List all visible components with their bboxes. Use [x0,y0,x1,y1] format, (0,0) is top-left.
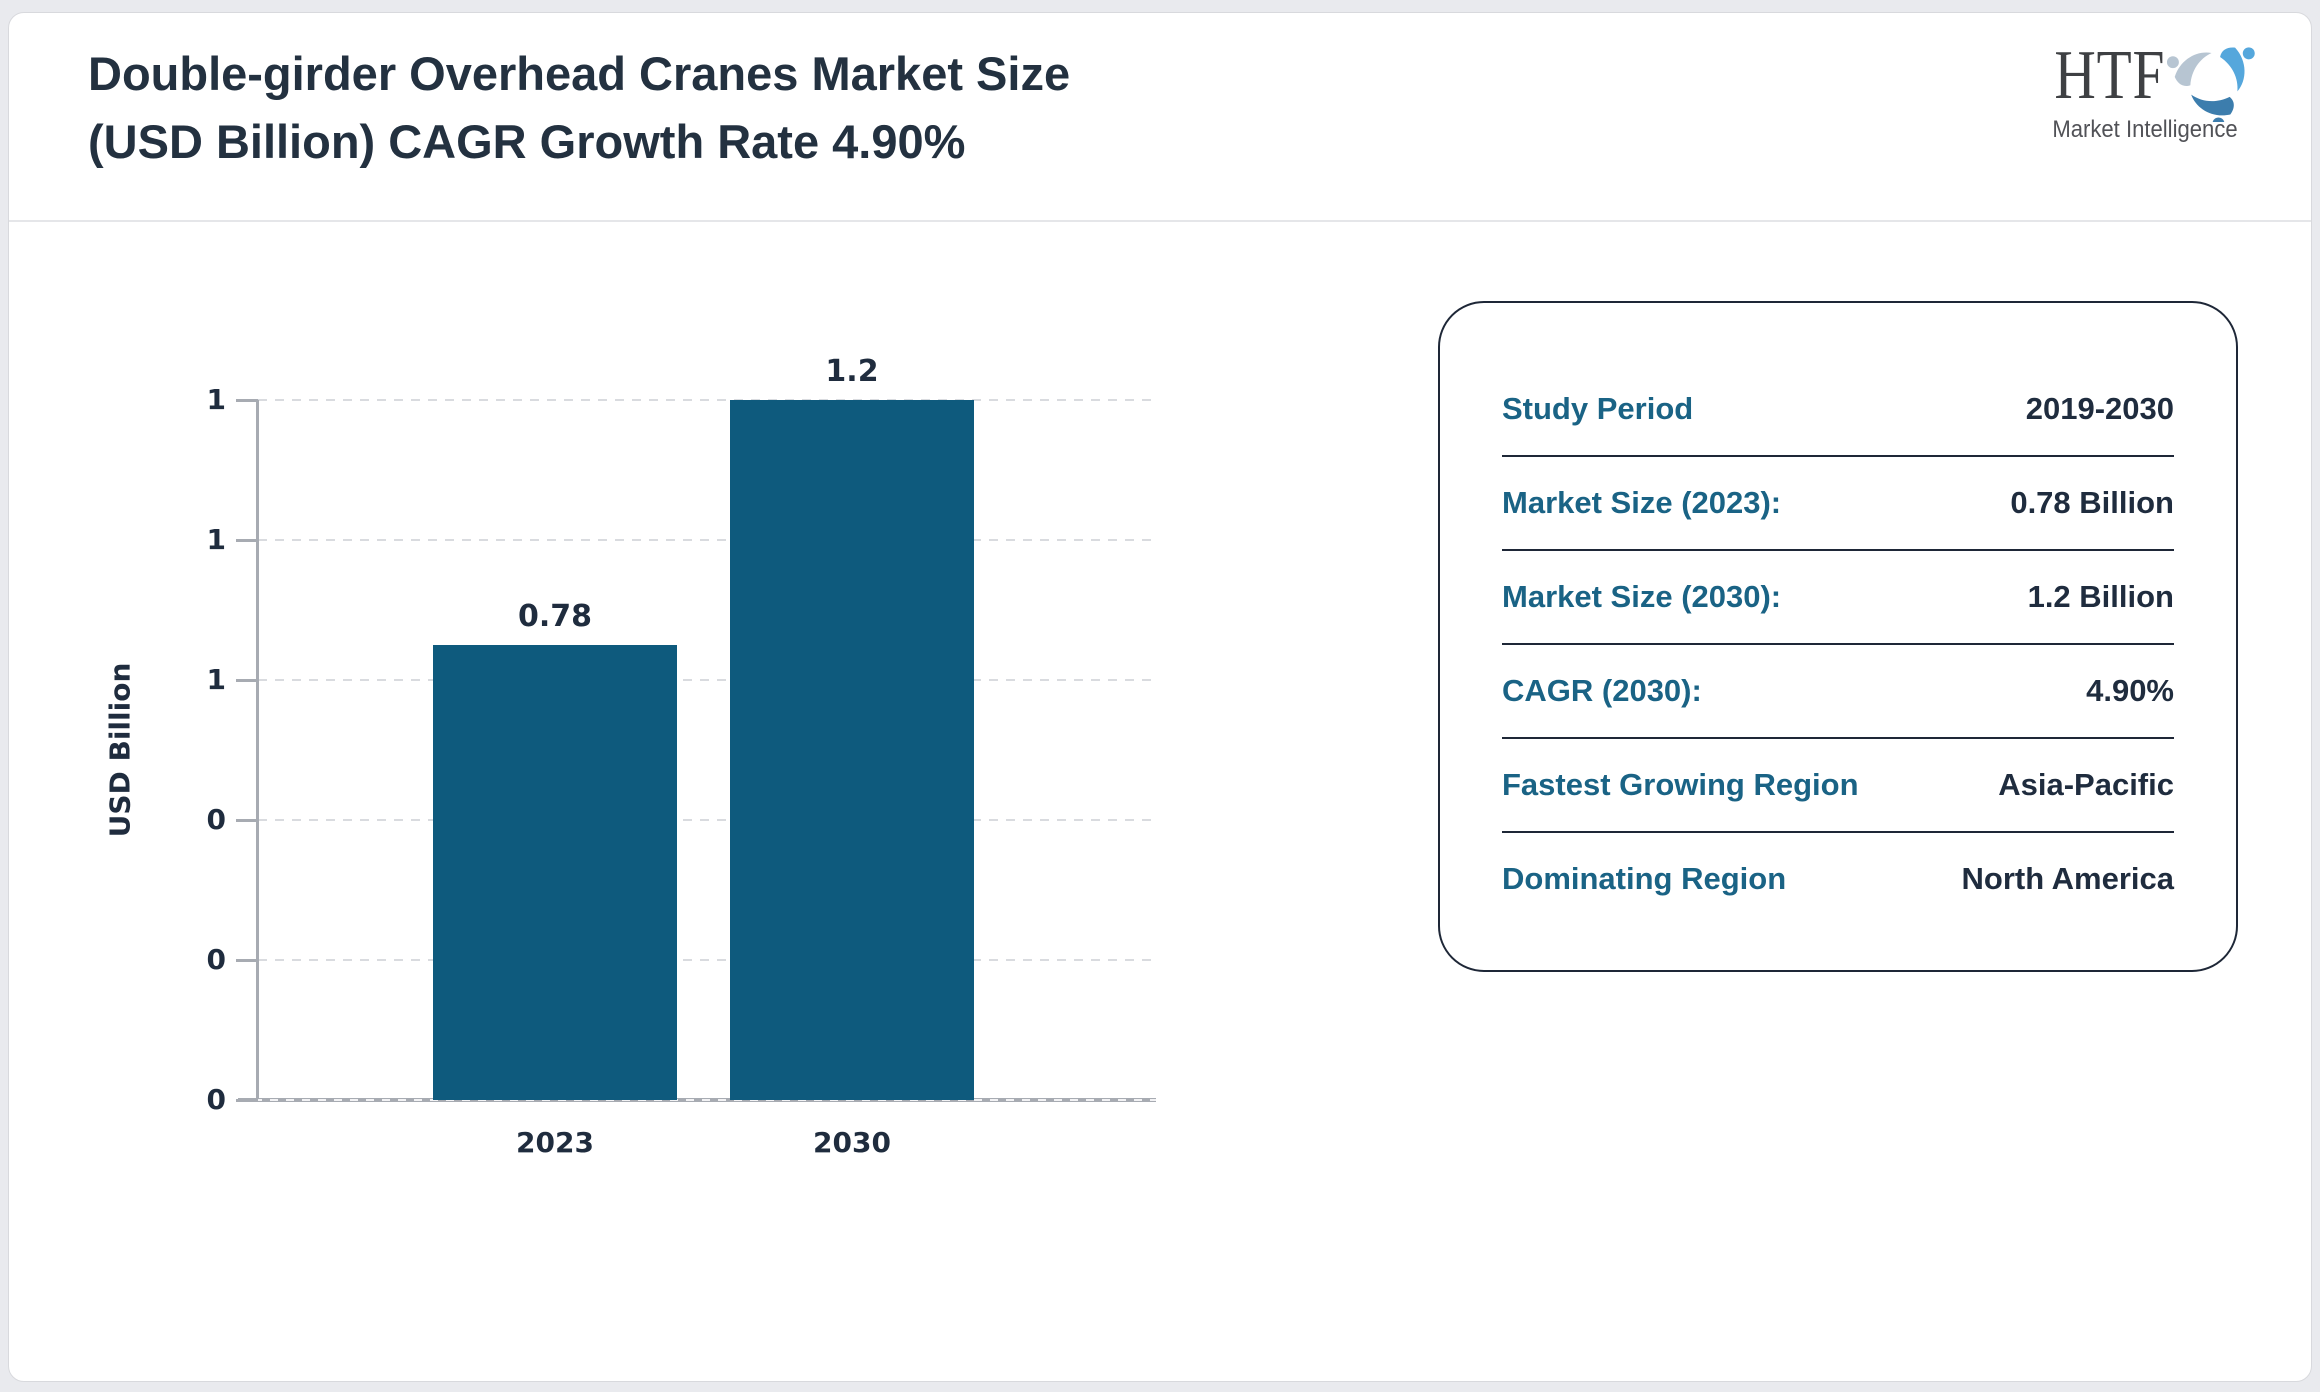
bar-2023: 0.78 [433,599,677,1100]
info-label: Fastest Growing Region [1502,767,1859,802]
y-tick-label: 1 [206,523,226,556]
bar-value-label-2023: 0.78 [517,599,593,634]
y-tick-mark [236,679,258,682]
x-tick-label-2030: 2030 [813,1126,891,1159]
info-value: 2019-2030 [2025,391,2174,426]
info-row-study-period: Study Period 2019-2030 [1502,363,2174,457]
htf-brand-text: HTF [2054,37,2166,114]
htf-logo-top: HTF [2030,30,2260,122]
y-tick-label: 0 [206,943,226,976]
y-tick-label: 1 [206,663,226,696]
y-gridline [258,959,1155,961]
y-tick-mark [236,399,258,402]
htf-logo: HTF Market Inte [2030,30,2260,144]
y-tick-mark [236,819,258,822]
info-label: Dominating Region [1502,861,1787,896]
y-axis-line [256,400,259,1100]
y-tick-label: 1 [206,383,226,416]
page-title: Double-girder Overhead Cranes Market Siz… [88,40,1428,176]
info-label: Study Period [1502,391,1694,426]
header-divider [9,220,2311,222]
info-value: North America [1961,861,2174,896]
y-axis-title: USD Billion [103,662,137,838]
info-row-cagr: CAGR (2030): 4.90% [1502,645,2174,739]
info-value: Asia-Pacific [1998,767,2174,802]
y-tick-label: 0 [206,803,226,836]
y-tick-mark [236,539,258,542]
info-row-market-size-2023: Market Size (2023): 0.78 Billion [1502,457,2174,551]
y-gridline [258,679,1155,681]
y-gridline [258,399,1155,401]
info-value: 0.78 Billion [2010,485,2174,520]
info-value: 4.90% [2086,673,2174,708]
info-row-market-size-2030: Market Size (2030): 1.2 Billion [1502,551,2174,645]
x-tick-label-2023: 2023 [516,1126,594,1159]
page-title-line2: (USD Billion) CAGR Growth Rate 4.90% [88,115,966,168]
y-gridline [258,539,1155,541]
info-label: Market Size (2023): [1502,485,1782,520]
info-label: Market Size (2030): [1502,579,1782,614]
y-tick-mark [236,959,258,962]
page-title-line1: Double-girder Overhead Cranes Market Siz… [88,47,1071,100]
x-axis-line [238,1098,1156,1102]
info-value: 1.2 Billion [2027,579,2174,614]
htf-swirl-logo-icon [2167,47,2255,122]
y-tick-label: 0 [206,1083,226,1116]
market-summary-card: Study Period 2019-2030 Market Size (2023… [1438,301,2238,972]
y-gridline [258,819,1155,821]
y-tick-mark [236,1099,258,1102]
bar-2030: 1.2 [730,354,974,1100]
bar-value-label-2030: 1.2 [825,354,879,389]
info-label: CAGR (2030): [1502,673,1702,708]
htf-tagline: Market Intelligence [2052,116,2238,143]
info-row-fastest-growing-region: Fastest Growing Region Asia-Pacific [1502,739,2174,833]
info-row-dominating-region: Dominating Region North America [1502,833,2174,925]
